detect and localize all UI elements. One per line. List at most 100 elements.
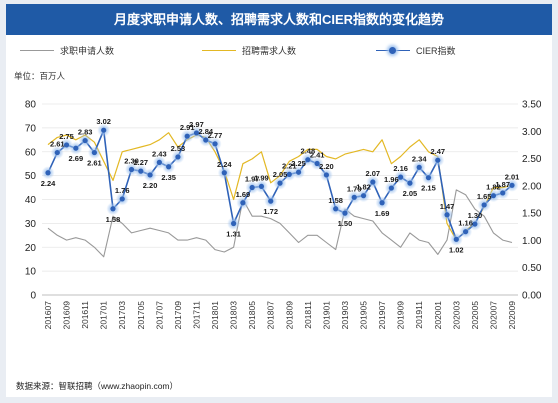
cier-point: [128, 166, 135, 173]
cier-point: [425, 175, 432, 181]
cier-point: [82, 137, 88, 144]
cier-point: [398, 174, 404, 180]
x-tick-label: 201903: [340, 301, 350, 330]
cier-data-label: 2.07: [365, 169, 380, 178]
cier-data-label: 2.15: [421, 184, 436, 193]
x-tick-label: 201901: [321, 301, 331, 330]
cier-data-label: 2.20: [319, 162, 334, 171]
cier-point: [63, 142, 70, 148]
cier-data-label: 2.24: [217, 160, 232, 169]
cier-point: [435, 157, 441, 163]
cier-data-label: 2.01: [505, 172, 520, 181]
cier-point: [258, 183, 265, 190]
cier-data-label: 1.16: [458, 219, 473, 228]
legend: 求职申请人数 招聘需求人数 CIER指数: [6, 42, 552, 60]
cier-data-label: 2.61: [50, 140, 65, 149]
cier-point: [147, 172, 153, 178]
x-tick-label: 202003: [451, 301, 461, 330]
cier-data-label: 2.35: [161, 173, 176, 182]
x-tick-label: 202005: [470, 301, 480, 330]
cier-point: [463, 229, 469, 235]
cier-point: [156, 159, 162, 165]
x-tick-label: 201705: [136, 301, 146, 330]
cier-data-label: 2.83: [78, 128, 93, 137]
cier-point: [453, 236, 459, 242]
cier-data-label: 1.82: [356, 183, 371, 192]
cier-data-label: 2.43: [152, 149, 167, 158]
y-left-tick-label: 20: [25, 243, 37, 254]
cier-point: [203, 137, 209, 143]
cier-point: [166, 164, 172, 170]
cier-point: [231, 220, 237, 227]
legend-label-applicants: 求职申请人数: [60, 46, 115, 56]
cier-data-label: 2.20: [143, 181, 158, 190]
legend-line-applicants: [20, 50, 54, 51]
cier-point: [388, 185, 394, 191]
cier-data-label: 3.02: [96, 117, 111, 126]
x-tick-label: 201701: [99, 301, 109, 330]
chart-title: 月度求职申请人数、招聘需求人数和CIER指数的变化趋势: [6, 4, 552, 35]
cier-data-label: 2.91: [180, 123, 195, 132]
y-left-tick-label: 80: [25, 100, 37, 111]
y-left-tick-label: 50: [25, 171, 37, 182]
cier-data-label: 1.79: [347, 184, 362, 193]
chart-card: 月度求职申请人数、招聘需求人数和CIER指数的变化趋势 求职申请人数 招聘需求人…: [6, 4, 552, 397]
x-tick-label: 201607: [43, 301, 53, 330]
cier-point: [370, 179, 376, 185]
y-left-tick-label: 60: [25, 147, 37, 158]
cier-data-label: 1.47: [440, 202, 455, 211]
cier-data-label: 2.27: [133, 158, 148, 167]
cier-point: [295, 169, 302, 175]
cier-point: [110, 206, 116, 212]
cier-data-label: 1.50: [338, 219, 353, 228]
cier-data-label: 2.16: [393, 164, 408, 173]
cier-data-label: 1.58: [106, 215, 121, 224]
cier-data-label: 2.48: [301, 147, 316, 156]
x-tick-label: 202007: [488, 301, 498, 330]
x-tick-label: 201809: [284, 301, 294, 330]
cier-data-label: 1.65: [477, 192, 492, 201]
cier-data-label: 2.41: [310, 150, 325, 159]
cier-point: [351, 194, 357, 200]
cier-point: [305, 157, 311, 163]
series-line-applicants: [47, 189, 513, 258]
cier-data-label: 2.97: [189, 120, 204, 129]
x-tick-label: 201703: [117, 301, 127, 330]
cier-point: [379, 200, 385, 206]
cier-point: [416, 164, 422, 170]
cier-data-label: 2.69: [69, 154, 84, 163]
cier-data-label: 1.69: [236, 190, 251, 199]
cier-point: [91, 149, 97, 156]
cier-point: [323, 172, 329, 178]
cier-data-label: 1.58: [328, 196, 343, 205]
legend-label-cier: CIER指数: [416, 46, 456, 56]
cier-point: [73, 145, 79, 151]
y-right-tick-label: 1.00: [522, 236, 542, 247]
cier-point: [54, 149, 60, 156]
y-right-tick-label: 0.50: [522, 263, 542, 274]
cier-point: [277, 180, 283, 186]
cier-data-label: 1.96: [384, 175, 399, 184]
cier-data-label: 2.34: [412, 154, 427, 163]
x-tick-label: 201805: [247, 301, 257, 330]
cier-point: [481, 202, 487, 208]
cier-data-label: 2.05: [273, 170, 288, 179]
x-tick-label: 201803: [229, 301, 239, 330]
cier-point: [240, 200, 246, 206]
x-tick-label: 201907: [377, 301, 387, 330]
x-tick-label: 201611: [80, 301, 90, 329]
y-right-tick-label: 3.00: [522, 127, 542, 138]
cier-point: [342, 210, 348, 216]
cier-data-label: 1.76: [115, 186, 130, 195]
cier-point: [314, 160, 320, 167]
cier-data-label: 2.77: [208, 131, 223, 140]
legend-marker-cier: [389, 47, 396, 54]
cier-data-label: 1.30: [468, 211, 483, 220]
cier-point: [193, 130, 200, 136]
cier-data-label: 2.24: [41, 179, 56, 188]
cier-data-label: 1.87: [495, 180, 510, 189]
unit-label: 单位：百万人: [14, 71, 66, 81]
cier-point: [500, 190, 506, 196]
x-tick-label: 201909: [396, 301, 406, 330]
cier-data-label: 1.02: [449, 245, 464, 254]
